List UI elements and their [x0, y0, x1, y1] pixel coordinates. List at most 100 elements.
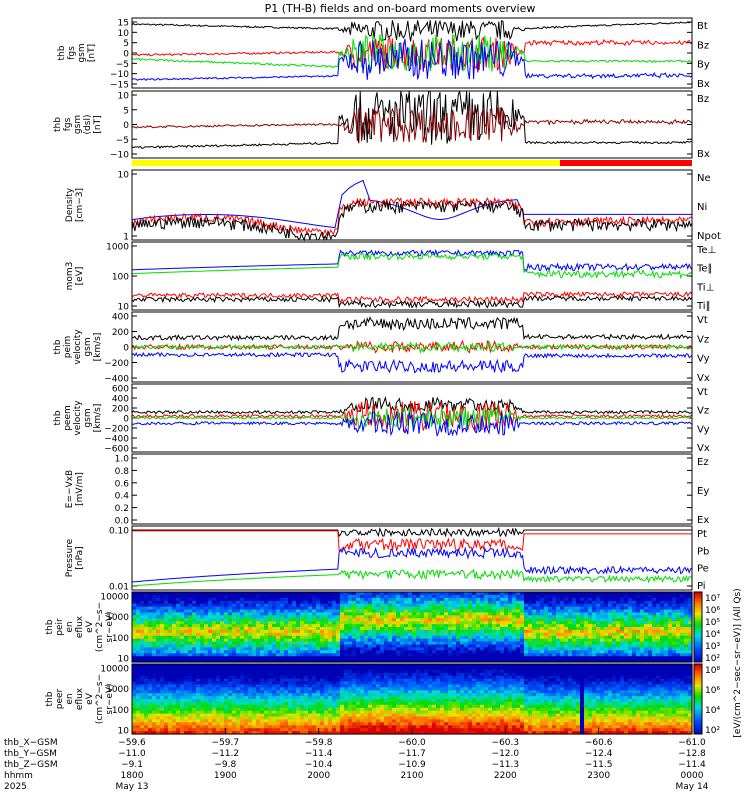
spec-cell [536, 600, 541, 605]
spec-cell [152, 675, 157, 680]
spec-cell [652, 641, 657, 646]
spec-cell [188, 656, 193, 660]
spec-cell [136, 653, 141, 657]
spec-cell [212, 592, 217, 596]
spec-cell [556, 597, 561, 602]
spec-cell [344, 681, 349, 685]
spec-cell [200, 704, 205, 709]
spec-cell [220, 728, 225, 732]
spec-cell [272, 710, 277, 715]
spec-cell [468, 627, 473, 631]
trace-Vt [131, 316, 693, 342]
spec-cell [648, 606, 653, 611]
spec-cell [248, 594, 253, 599]
spec-cell [260, 597, 265, 602]
spec-cell [172, 684, 177, 688]
spec-cell [224, 696, 229, 700]
spec-cell [476, 594, 481, 599]
spec-cell [400, 638, 405, 643]
spec-cell [324, 693, 329, 697]
spec-cell [300, 687, 305, 691]
spec-cell [292, 659, 297, 663]
spec-cell [476, 653, 481, 657]
spec-cell [672, 621, 677, 625]
spec-cell [520, 615, 525, 619]
spec-cell [208, 603, 213, 608]
spec-cell [348, 699, 353, 703]
spec-cell [236, 653, 241, 657]
spec-cell [312, 659, 317, 663]
spec-cell [608, 653, 613, 657]
spec-cell [640, 603, 645, 608]
spec-cell [312, 716, 317, 720]
spec-cell [336, 678, 341, 683]
ytick-label: 1000 [106, 243, 129, 253]
spec-cell [248, 696, 253, 700]
spec-cell [328, 672, 333, 677]
spec-cell [212, 701, 217, 706]
spec-cell [248, 624, 253, 628]
spec-cell [464, 609, 469, 613]
spec-cell [564, 624, 569, 628]
spec-cell [168, 722, 173, 726]
spec-cell [564, 641, 569, 646]
spec-cell [504, 603, 509, 608]
spec-cell [672, 650, 677, 654]
spec-cell [300, 638, 305, 643]
spec-cell [160, 684, 165, 688]
spec-cell [408, 615, 413, 619]
spec-cell [184, 684, 189, 688]
spec-cell [296, 701, 301, 706]
spec-cell [144, 731, 149, 735]
spec-cell [260, 675, 265, 680]
spec-cell [416, 592, 421, 596]
spec-cell [172, 641, 177, 646]
spec-cell [276, 632, 281, 637]
spec-cell [192, 713, 197, 718]
spec-cell [260, 624, 265, 628]
spec-cell [584, 635, 589, 640]
spec-cell [340, 603, 345, 608]
spec-cell [352, 647, 357, 651]
spec-cell [608, 635, 613, 640]
spec-cell [648, 644, 653, 648]
spec-cell [564, 609, 569, 613]
spec-cell [244, 719, 249, 723]
spec-cell [272, 641, 277, 646]
spec-cell [660, 609, 665, 613]
spec-cell [368, 659, 373, 663]
spec-cell [500, 632, 505, 637]
ytick-label: 10 [118, 727, 130, 737]
spec-cell [388, 609, 393, 613]
spec-cell [248, 672, 253, 677]
spec-cell [520, 641, 525, 646]
spec-cell [640, 627, 645, 631]
spec-cell [332, 621, 337, 625]
spec-cell [348, 707, 353, 712]
spec-cell [480, 635, 485, 640]
spec-cell [276, 704, 281, 709]
spec-cell [152, 701, 157, 706]
spec-cell [132, 696, 137, 700]
ylabel-line: Density [65, 187, 75, 222]
spec-cell [184, 656, 189, 660]
spec-cell [612, 629, 617, 634]
spec-cell [536, 621, 541, 625]
spec-cell [140, 621, 145, 625]
spec-cell [600, 638, 605, 643]
spec-cell [304, 669, 309, 674]
spec-cell [244, 681, 249, 685]
spec-cell [184, 687, 189, 691]
spec-cell [200, 687, 205, 691]
spec-cell [620, 621, 625, 625]
spec-cell [672, 603, 677, 608]
spec-cell [200, 731, 205, 735]
spec-cell [204, 609, 209, 613]
spec-cell [572, 606, 577, 611]
spec-cell [384, 632, 389, 637]
spec-cell [148, 684, 153, 688]
spec-cell [480, 612, 485, 616]
spec-cell [568, 624, 573, 628]
spec-cell [556, 659, 561, 663]
spec-cell [480, 641, 485, 646]
